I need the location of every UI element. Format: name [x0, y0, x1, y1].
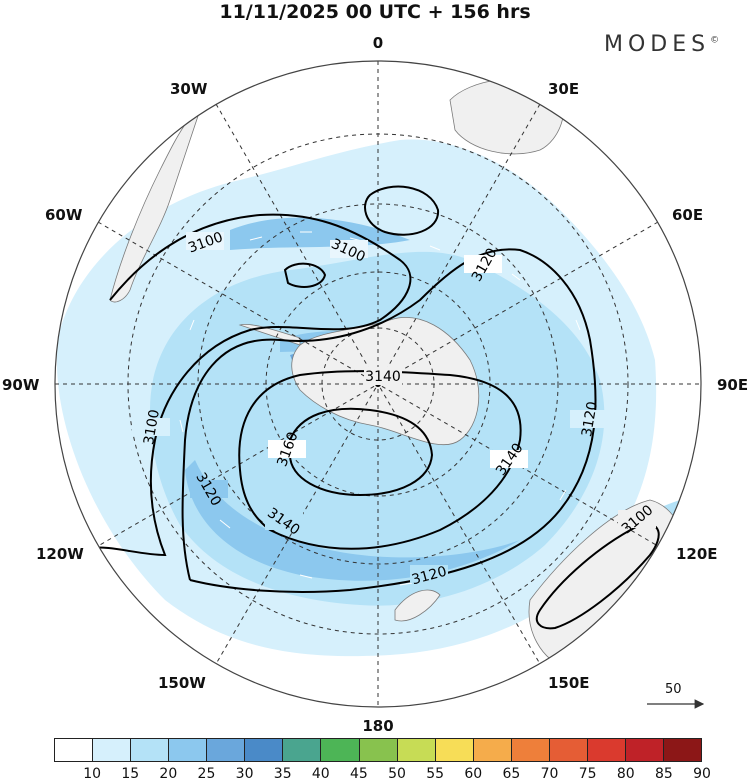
colorbar-swatch	[435, 739, 474, 761]
contour-3100-small	[283, 262, 327, 288]
south-america	[109, 108, 201, 303]
latitude-circle-3	[197, 203, 559, 565]
lon-label-30w: 30W	[170, 80, 208, 98]
brand-logo: MODES©	[604, 32, 719, 57]
lon-label-150w: 150W	[158, 674, 206, 692]
contour-label: 3100	[141, 408, 163, 446]
colorbar-swatch	[397, 739, 436, 761]
colorbar-swatch	[549, 739, 588, 761]
colorbar-tick-label: 75	[578, 766, 597, 782]
colorbar-swatch	[283, 739, 322, 761]
colorbar-swatch	[511, 739, 550, 761]
lon-label-90w: 90W	[2, 376, 40, 394]
map-clipped-content	[55, 61, 701, 707]
reference-vector-label: 50	[665, 682, 682, 697]
colorbar-tick-label: 40	[311, 766, 330, 782]
contour-3100-west	[89, 213, 412, 557]
colorbar-swatch	[359, 739, 398, 761]
colorbar-tick-label: 60	[464, 766, 483, 782]
map-title: 11/11/2025 00 UTC + 156 hrs	[219, 1, 531, 23]
colorbar-swatch	[473, 739, 512, 761]
colorbar-swatch	[321, 739, 360, 761]
brand-text: MODES	[604, 32, 711, 57]
colorbar	[54, 738, 702, 762]
colorbar-tick-label: 20	[159, 766, 178, 782]
colorbar-swatch	[93, 739, 132, 761]
colorbar-tick-label: 45	[350, 766, 368, 782]
lon-label-120w: 120W	[36, 545, 84, 563]
colorbar-swatch	[625, 739, 664, 761]
contour-label: 3140	[365, 369, 401, 385]
lon-label-180: 180	[362, 717, 393, 735]
colorbar-swatch	[587, 739, 626, 761]
colorbar-swatch	[169, 739, 208, 761]
contour-3140	[238, 370, 522, 550]
lon-label-30e: 30E	[548, 80, 579, 98]
lon-label-150e: 150E	[548, 674, 590, 692]
colorbar-tick-label: 25	[197, 766, 216, 782]
colorbar-tick-label: 85	[654, 766, 673, 782]
contour-3160	[289, 407, 434, 497]
colorbar-ticks: 10 15 20 25 30 35 40 45 50 55 60 65 70 75 80 85 90	[54, 766, 711, 782]
colorbar-tick-label: 65	[502, 766, 521, 782]
colorbar-tick-label: 90	[693, 766, 711, 782]
colorbar-tick-label: 50	[388, 766, 406, 782]
colorbar-swatch	[55, 739, 94, 761]
colorbar-tick-label: 80	[616, 766, 635, 782]
colorbar-swatch	[131, 739, 170, 761]
colorbar-tick-label: 10	[83, 766, 102, 782]
colorbar-swatch	[664, 739, 702, 761]
contour-label: 3120	[579, 400, 601, 438]
lon-label-0: 0	[373, 34, 383, 52]
lon-label-60e: 60E	[672, 206, 703, 224]
contour-3100-east	[535, 523, 660, 630]
colorbar-swatch	[207, 739, 246, 761]
contour-3100-anticyclone	[364, 185, 440, 236]
lon-label-60w: 60W	[45, 206, 83, 224]
copyright-mark: ©	[710, 35, 720, 46]
lon-label-90e: 90E	[717, 376, 748, 394]
africa	[449, 78, 565, 155]
colorbar-tick-label: 15	[121, 766, 140, 782]
new-zealand	[394, 589, 441, 622]
globe-border	[54, 60, 702, 708]
colorbar-tick-label: 30	[235, 766, 254, 782]
colorbar-tick-label: 70	[540, 766, 559, 782]
lon-label-120e: 120E	[676, 545, 718, 563]
colorbar-tick-label: 35	[273, 766, 292, 782]
colorbar-swatch	[245, 739, 284, 761]
colorbar-tick-label: 55	[426, 766, 445, 782]
